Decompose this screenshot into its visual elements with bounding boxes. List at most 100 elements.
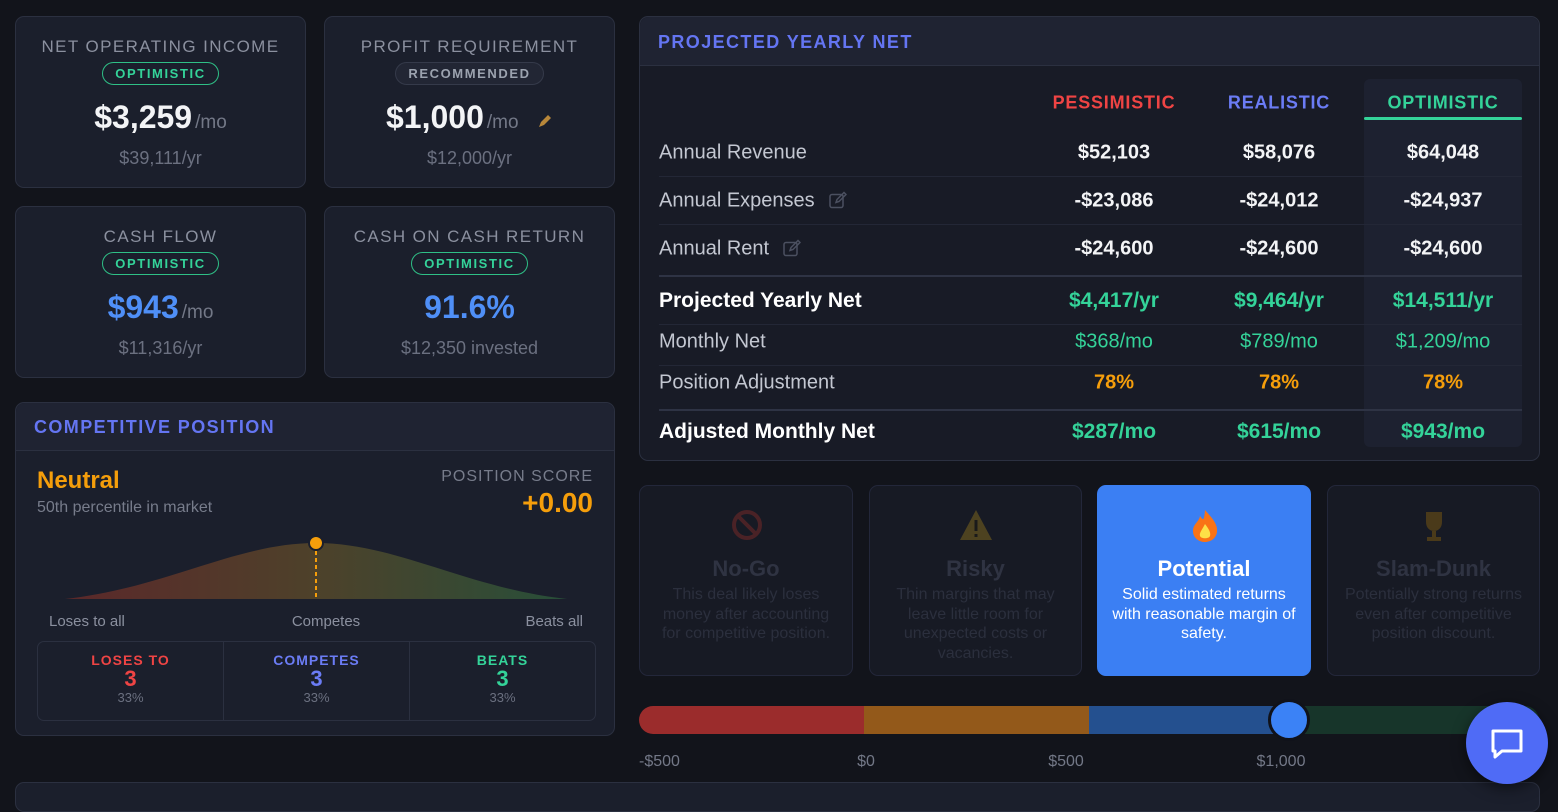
verdict-icon xyxy=(960,510,992,540)
verdict-icon xyxy=(1193,510,1218,542)
verdict-title: Risky xyxy=(946,556,1005,581)
row-separator xyxy=(659,409,1522,411)
row-value: 78% xyxy=(1258,371,1300,394)
metric-title: NET OPERATING INCOME xyxy=(41,37,280,56)
stat-share: 33% xyxy=(117,690,144,705)
edit-icon[interactable] xyxy=(828,191,847,210)
stat: BEATS 3 33% xyxy=(410,642,595,720)
score-value: +0.00 xyxy=(522,487,593,518)
metric-title: CASH FLOW xyxy=(103,227,218,246)
row-value: $64,048 xyxy=(1406,141,1480,164)
row-value: $943/mo xyxy=(1400,420,1486,443)
panel-header xyxy=(640,17,1539,66)
metric-sub: $39,111/yr xyxy=(119,148,202,168)
stats-box: LOSES TO 3 33% COMPETES 3 33% BEATS 3 33… xyxy=(37,641,596,721)
slider-label: $1,000 xyxy=(1256,753,1306,770)
metric-value: $1,000 xyxy=(385,99,484,135)
stat: COMPETES 3 33% xyxy=(224,642,410,720)
metric-value: 91.6% xyxy=(424,289,515,325)
verdict-icon xyxy=(732,510,762,540)
stat-count: 3 xyxy=(310,666,323,691)
column-header: REALISTIC xyxy=(1227,92,1331,113)
score-label: POSITION SCORE xyxy=(441,468,593,485)
position-percentile: 50th percentile in market xyxy=(37,499,213,516)
edit-icon[interactable] xyxy=(537,113,553,129)
row-value: -$24,012 xyxy=(1239,189,1319,212)
metric-card: PROFIT REQUIREMENT RECOMMENDED $1,000/mo… xyxy=(324,16,615,188)
row-separator xyxy=(659,224,1522,225)
row-value: $9,464/yr xyxy=(1234,289,1324,312)
stat-label: LOSES TO xyxy=(91,652,170,668)
panel-title: COMPETITIVE POSITION xyxy=(34,417,276,437)
slider-segment xyxy=(639,706,864,734)
row-value: $4,417/yr xyxy=(1069,289,1159,312)
stat-share: 33% xyxy=(489,690,516,705)
projection-panel: PROJECTED YEARLY NET PESSIMISTIC REALISTI… xyxy=(639,16,1540,461)
metric-unit: /mo xyxy=(486,112,519,133)
column-header: PESSIMISTIC xyxy=(1052,92,1176,113)
row-value: $789/mo xyxy=(1240,330,1318,353)
row-value: -$24,937 xyxy=(1403,189,1483,212)
verdict-text: Solid estimated returns with reasonable … xyxy=(1112,586,1296,642)
stat-label: BEATS xyxy=(476,652,529,668)
metric-unit: /mo xyxy=(195,112,227,133)
row-value: 78% xyxy=(1422,371,1464,394)
row-value: $368/mo xyxy=(1075,330,1153,353)
verdict-title: No-Go xyxy=(712,556,780,581)
row-value: -$23,086 xyxy=(1074,189,1154,212)
metric-badge: OPTIMISTIC xyxy=(102,62,219,85)
metric-title: CASH ON CASH RETURN xyxy=(353,227,586,246)
row-separator xyxy=(659,275,1522,277)
row-value: $615/mo xyxy=(1236,420,1322,443)
column-header: OPTIMISTIC xyxy=(1387,92,1499,113)
slider-segment xyxy=(864,706,1089,734)
metric-sub: $11,316/yr xyxy=(118,338,203,358)
row-label: Annual Rent xyxy=(659,238,802,261)
curve-label: Competes xyxy=(291,613,361,630)
row-label: Adjusted Monthly Net xyxy=(659,420,875,443)
metric-badge: RECOMMENDED xyxy=(395,62,544,85)
edit-icon[interactable] xyxy=(783,239,802,258)
row-value: $58,076 xyxy=(1242,141,1316,164)
verdict-text: Thin margins that may leave little room … xyxy=(896,586,1055,662)
curve-label: Beats all xyxy=(525,613,583,630)
verdict-card[interactable]: No-Go This deal likely loses money after… xyxy=(639,485,853,676)
dashboard: {"metrics": [ {"title": "NET OPERATING I… xyxy=(15,16,1548,812)
chat-icon xyxy=(1491,729,1523,759)
row-label: Annual Expenses xyxy=(659,190,847,213)
panel-title: PROJECTED YEARLY NET xyxy=(658,32,913,52)
row-separator xyxy=(659,365,1522,366)
verdict-card[interactable]: Risky Thin margins that may leave little… xyxy=(869,485,1082,676)
active-underline xyxy=(1364,117,1522,120)
competitive-panel: COMPETITIVE POSITION Neutral 50th percen… xyxy=(15,402,615,736)
row-separator xyxy=(659,176,1522,177)
metric-badge: OPTIMISTIC xyxy=(102,252,219,275)
row-value: $52,103 xyxy=(1077,141,1151,164)
distribution-curve xyxy=(65,535,567,599)
row-value: -$24,600 xyxy=(1074,237,1154,260)
metric-badge: OPTIMISTIC xyxy=(411,252,528,275)
page: Deal Analysis Dashboard html, body { mar… xyxy=(15,16,1548,812)
slider-label: $500 xyxy=(1048,753,1084,770)
verdict-text: Potentially strong returns even after co… xyxy=(1345,586,1522,642)
slider-segment xyxy=(1089,706,1289,734)
row-label: Projected Yearly Net xyxy=(659,289,862,312)
position-status: Neutral xyxy=(37,467,120,494)
metric-unit: /mo xyxy=(181,302,214,323)
stat: LOSES TO 3 33% xyxy=(38,642,224,720)
metric-card: CASH FLOW OPTIMISTIC $943/mo $11,316/yr xyxy=(15,206,306,378)
slider-thumb[interactable] xyxy=(1268,699,1310,741)
row-value: $287/mo xyxy=(1071,420,1157,443)
slider-label: -$500 xyxy=(639,753,680,770)
profit-slider[interactable] xyxy=(639,706,1539,734)
stat-label: COMPETES xyxy=(273,652,360,668)
metric-sub: $12,000/yr xyxy=(426,148,513,168)
next-panel xyxy=(15,782,1540,812)
metric-card: CASH ON CASH RETURN OPTIMISTIC 91.6% $12… xyxy=(324,206,615,378)
chat-button[interactable] xyxy=(1466,702,1548,784)
verdict-card[interactable]: Potential Solid estimated returns with r… xyxy=(1097,485,1311,676)
verdict-card[interactable]: Slam-Dunk Potentially strong returns eve… xyxy=(1327,485,1540,676)
verdict-icon xyxy=(1426,512,1442,541)
row-value: 78% xyxy=(1093,371,1135,394)
metric-sub: $12,350 invested xyxy=(400,338,539,358)
